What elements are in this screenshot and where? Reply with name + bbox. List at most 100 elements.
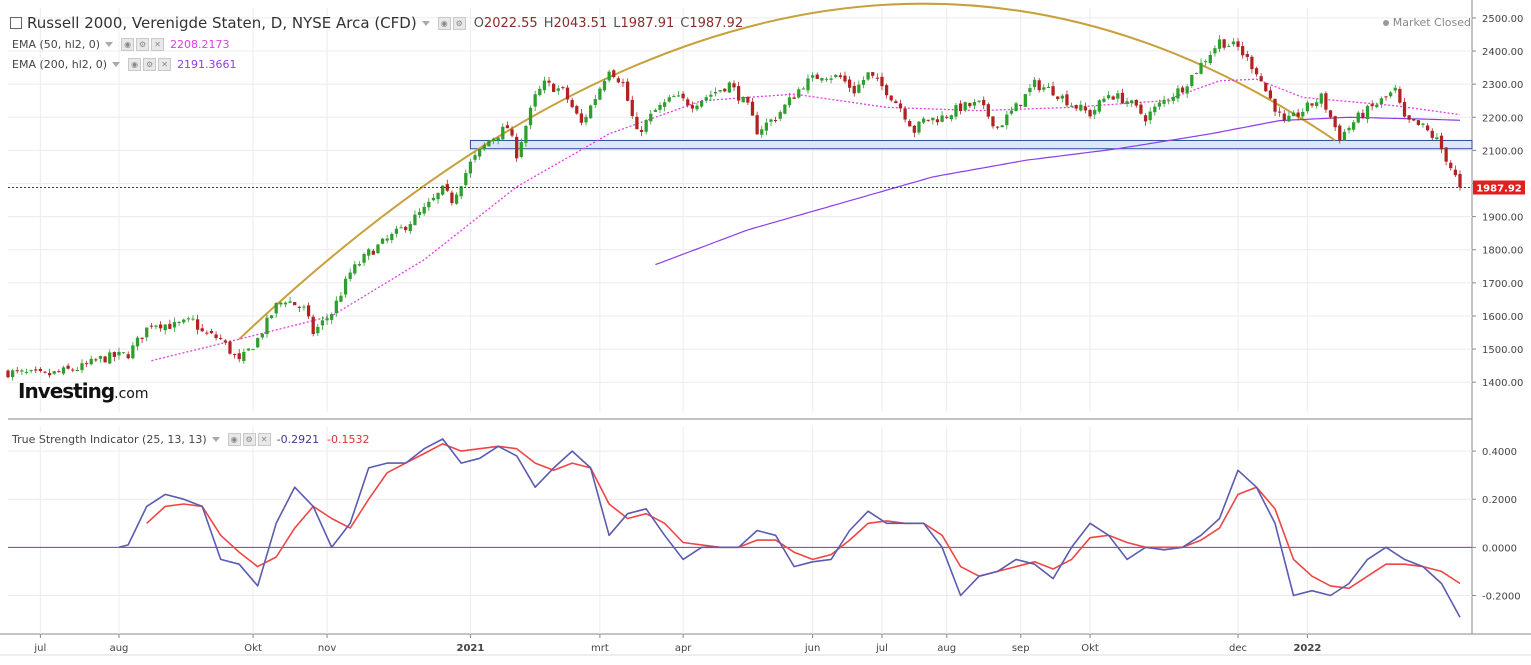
candle-body <box>1060 95 1064 99</box>
candle-body <box>1176 88 1180 99</box>
candle-body <box>1093 109 1097 115</box>
eye-icon[interactable]: ◉ <box>128 58 142 71</box>
candle-body <box>431 197 436 201</box>
close-icon[interactable]: ✕ <box>257 433 271 446</box>
chart-title-row: Russell 2000, Verenigde Staten, D, NYSE … <box>10 14 743 32</box>
candle-body <box>399 227 403 229</box>
candle-body <box>427 201 431 208</box>
gear-icon[interactable]: ⚙ <box>452 16 466 30</box>
ema50-value: 2208.2173 <box>170 38 230 51</box>
candle-body <box>413 214 417 226</box>
candle-body <box>1416 120 1421 125</box>
eye-icon[interactable]: ◉ <box>227 433 241 446</box>
candle-body <box>958 103 963 112</box>
ema50-legend: EMA (50, hl2, 0) ◉ ⚙ ✕ 2208.2173 <box>12 38 230 51</box>
x-tick-label: jul <box>875 643 888 654</box>
candle-body <box>1268 90 1273 99</box>
candle-body <box>501 126 505 140</box>
candle-body <box>260 333 264 338</box>
candle-body <box>1384 96 1388 98</box>
candle-body <box>1342 131 1347 141</box>
candle-body <box>612 70 616 78</box>
candle-body <box>269 315 274 319</box>
candle-body <box>191 318 195 320</box>
candle-body <box>89 358 93 365</box>
chevron-down-icon[interactable] <box>112 62 121 67</box>
candle-body <box>1435 137 1439 140</box>
candle-body <box>547 80 551 83</box>
candle-body <box>57 371 61 373</box>
candle-body <box>1264 82 1268 92</box>
close-value: 1987.92 <box>689 15 744 31</box>
candle-body <box>649 113 653 122</box>
candle-body <box>348 272 352 279</box>
candle-body <box>1213 48 1217 54</box>
gear-icon[interactable]: ⚙ <box>242 433 256 446</box>
candle-body <box>140 337 144 339</box>
close-icon[interactable]: ✕ <box>158 58 172 71</box>
x-tick-label: jul <box>33 643 46 654</box>
candle-body <box>293 302 297 306</box>
ema50-line <box>151 78 1461 362</box>
candle-body <box>889 95 893 101</box>
candle-body <box>1134 99 1138 106</box>
y-tick-label: 1800.00 <box>1482 246 1523 257</box>
tsi-y-tick-label: 0.0000 <box>1482 543 1517 554</box>
candle-body <box>695 105 699 110</box>
candle-body <box>357 264 362 266</box>
candle-body <box>1120 92 1125 104</box>
candle-body <box>584 116 588 123</box>
ema200-value: 2191.3661 <box>177 58 237 71</box>
candle-body <box>1079 104 1083 111</box>
candle-body <box>306 305 311 317</box>
candle-body <box>797 89 801 98</box>
high-key: H <box>543 15 554 31</box>
candle-body <box>861 79 866 85</box>
chevron-down-icon[interactable] <box>105 42 114 47</box>
candle-body <box>1315 102 1319 106</box>
candle-body <box>237 353 241 360</box>
candle-body <box>1042 87 1046 90</box>
candle-body <box>1352 122 1356 130</box>
chevron-down-icon[interactable] <box>211 437 220 442</box>
candle-body <box>242 351 246 362</box>
candle-body <box>385 238 389 241</box>
candle-body <box>131 345 135 359</box>
candle-body <box>1097 100 1101 112</box>
candle-body <box>829 78 833 80</box>
candle-body <box>422 206 426 214</box>
candle-body <box>533 94 537 107</box>
tsi-y-tick-label: 0.4000 <box>1482 447 1517 458</box>
candle-body <box>912 125 916 133</box>
candle-body <box>1185 86 1189 94</box>
candle-body <box>972 101 977 106</box>
candle-body <box>228 341 232 354</box>
x-tick-label: Okt <box>1081 643 1099 654</box>
low-key: L <box>613 15 621 31</box>
tsi-y-tick-label: -0.2000 <box>1482 591 1521 602</box>
candle-body <box>935 119 940 123</box>
candle-body <box>205 332 209 334</box>
y-tick-label: 1500.00 <box>1482 345 1523 356</box>
candle-body <box>1111 96 1115 100</box>
candle-body <box>1333 116 1337 128</box>
eye-icon[interactable]: ◉ <box>437 16 451 30</box>
candle-body <box>200 328 204 332</box>
collapse-icon[interactable] <box>10 17 22 29</box>
candle-body <box>38 368 43 372</box>
chevron-down-icon[interactable] <box>421 20 430 26</box>
candle-body <box>746 97 750 103</box>
gear-icon[interactable]: ⚙ <box>136 38 150 51</box>
candle-body <box>1365 105 1370 120</box>
candle-body <box>908 121 912 127</box>
tsi-y-tick-label: 0.2000 <box>1482 495 1517 506</box>
candle-body <box>727 82 732 93</box>
candle-body <box>1014 103 1018 112</box>
candle-body <box>857 84 861 93</box>
eye-icon[interactable]: ◉ <box>121 38 135 51</box>
close-icon[interactable]: ✕ <box>151 38 165 51</box>
price-tag: 1987.92 <box>1476 184 1522 195</box>
gear-icon[interactable]: ⚙ <box>143 58 157 71</box>
candle-body <box>1204 61 1208 63</box>
candle-body <box>676 95 681 97</box>
